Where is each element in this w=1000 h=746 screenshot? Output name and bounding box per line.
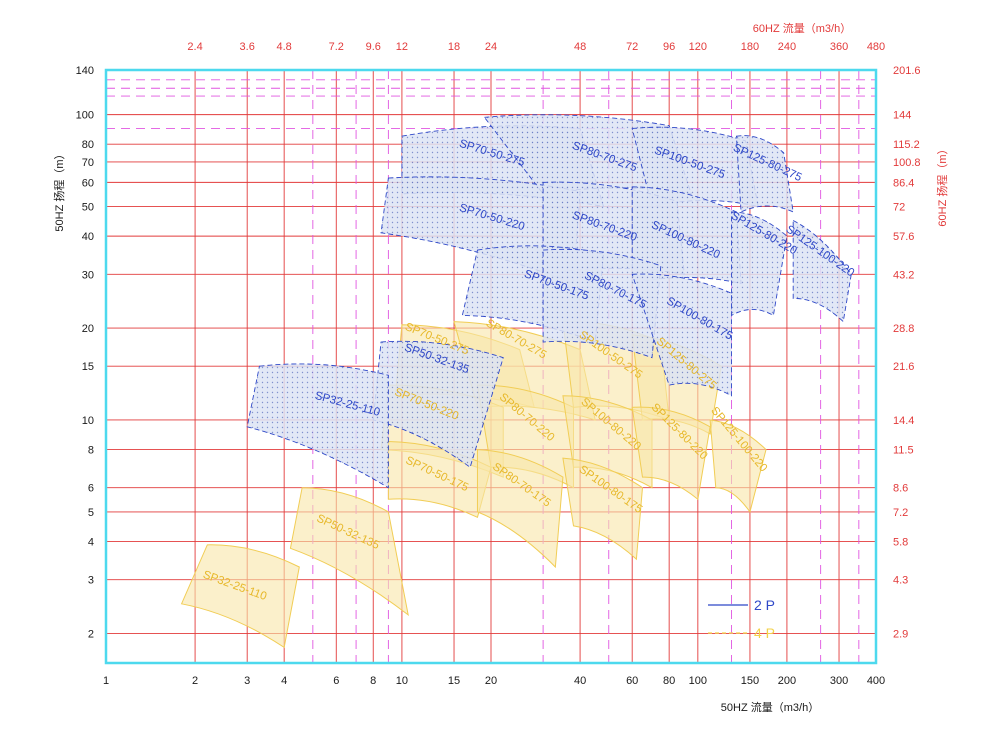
x2-axis-title: 60HZ 流量（m3/h） <box>753 21 851 35</box>
regions-layer <box>180 114 852 649</box>
x-tick-label: 150 <box>741 675 759 687</box>
x-tick-label: 200 <box>778 675 796 687</box>
y2-tick-label: 7.2 <box>893 507 908 519</box>
x2-tick-label: 48 <box>574 41 586 53</box>
y2-tick-label: 4.3 <box>893 575 908 587</box>
x2-tick-label: 2.4 <box>187 41 202 53</box>
x2-tick-label: 96 <box>663 41 675 53</box>
y2-tick-label: 28.8 <box>893 323 914 335</box>
x-tick-label: 400 <box>867 675 885 687</box>
region-4p <box>631 406 711 501</box>
y-tick-label: 60 <box>82 177 94 189</box>
y-tick-label: 20 <box>82 323 94 335</box>
region-4p <box>709 419 767 514</box>
x-tick-label: 2 <box>192 675 198 687</box>
x2-tick-label: 4.8 <box>277 41 292 53</box>
y-axis-title: 50HZ 扬程（m） <box>52 148 66 231</box>
y-tick-label: 30 <box>82 269 94 281</box>
region-2p <box>735 135 794 213</box>
x2-tick-label: 120 <box>689 41 707 53</box>
x-tick-label: 10 <box>396 675 408 687</box>
x2-tick-label: 12 <box>396 41 408 53</box>
legend-4p-label: 4 P <box>754 625 775 641</box>
x2-tick-label: 24 <box>485 41 497 53</box>
y2-tick-label: 100.8 <box>893 157 921 169</box>
y2-tick-label: 2.9 <box>893 628 908 640</box>
region-2p <box>246 363 389 489</box>
y2-axis-title: 60HZ 扬程（m） <box>935 143 949 226</box>
y2-tick-label: 43.2 <box>893 269 914 281</box>
y-tick-label: 10 <box>82 415 94 427</box>
x2-tick-label: 180 <box>741 41 759 53</box>
x-tick-label: 15 <box>448 675 460 687</box>
y-tick-label: 8 <box>88 445 94 457</box>
x2-tick-label: 9.6 <box>366 41 381 53</box>
y2-tick-label: 11.5 <box>893 445 914 457</box>
legend-2p-label: 2 P <box>754 597 775 613</box>
x-tick-label: 60 <box>626 675 638 687</box>
x2-tick-label: 360 <box>830 41 848 53</box>
x2-tick-label: 72 <box>626 41 638 53</box>
region-4p <box>289 487 409 617</box>
x2-tick-label: 3.6 <box>240 41 255 53</box>
y-tick-label: 70 <box>82 157 94 169</box>
x-tick-label: 8 <box>370 675 376 687</box>
y-tick-label: 3 <box>88 575 94 587</box>
x-tick-label: 3 <box>244 675 250 687</box>
x-tick-label: 6 <box>333 675 339 687</box>
x2-tick-label: 7.2 <box>329 41 344 53</box>
region-2p <box>372 340 504 469</box>
y2-tick-label: 5.8 <box>893 536 908 548</box>
y-tick-label: 100 <box>76 110 94 122</box>
x-tick-label: 300 <box>830 675 848 687</box>
y2-tick-label: 72 <box>893 202 905 214</box>
x-tick-label: 80 <box>663 675 675 687</box>
y2-tick-label: 201.6 <box>893 65 921 77</box>
plot-border <box>104 68 878 665</box>
y-tick-label: 50 <box>82 202 94 214</box>
region-2p <box>542 248 662 359</box>
y-tick-label: 40 <box>82 231 94 243</box>
x2-tick-label: 480 <box>867 41 885 53</box>
y2-tick-label: 21.6 <box>893 361 914 373</box>
region-4p <box>562 457 643 561</box>
y2-tick-label: 57.6 <box>893 231 914 243</box>
region-2p <box>631 126 759 208</box>
y2-tick-label: 86.4 <box>893 177 914 189</box>
y-tick-label: 80 <box>82 139 94 151</box>
y2-tick-label: 144 <box>893 110 911 122</box>
y-tick-label: 4 <box>88 536 94 548</box>
x-tick-label: 20 <box>485 675 497 687</box>
x2-tick-label: 240 <box>778 41 796 53</box>
region-4p <box>180 544 300 649</box>
y-tick-label: 2 <box>88 628 94 640</box>
region-4p <box>476 449 564 569</box>
x-tick-label: 1 <box>103 675 109 687</box>
y2-tick-label: 115.2 <box>893 139 920 151</box>
region-2p <box>631 273 733 397</box>
region-2p <box>792 219 852 323</box>
y-tick-label: 15 <box>82 361 94 373</box>
x-axis-title: 50HZ 流量（m3/h） <box>721 700 819 714</box>
region-2p <box>731 211 788 317</box>
y-tick-label: 6 <box>88 483 94 495</box>
y-tick-label: 5 <box>88 507 94 519</box>
legend: 2 P 4 P <box>708 597 775 641</box>
y-tick-label: 140 <box>76 65 94 77</box>
x-tick-label: 40 <box>574 675 586 687</box>
x2-tick-label: 18 <box>448 41 460 53</box>
y2-tick-label: 8.6 <box>893 483 908 495</box>
y2-tick-label: 14.4 <box>893 415 914 427</box>
x-tick-label: 4 <box>281 675 287 687</box>
x-tick-label: 100 <box>689 675 707 687</box>
